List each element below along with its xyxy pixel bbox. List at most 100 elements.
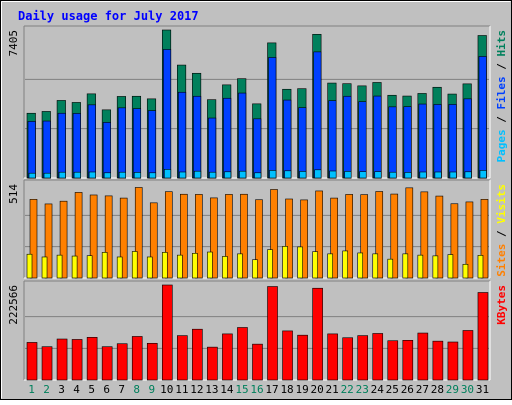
bar-files: [253, 118, 262, 179]
bar-pages: [179, 171, 187, 179]
day-label: 18: [280, 383, 293, 396]
day-label: 30: [461, 383, 474, 396]
bar-pages: [254, 172, 262, 179]
day-label: 10: [160, 383, 173, 396]
bar-sites: [375, 191, 384, 279]
bar-pages: [464, 171, 472, 179]
bar-files: [283, 99, 292, 179]
bar-pages: [299, 171, 307, 179]
bar-sites: [225, 194, 233, 279]
day-label: 23: [356, 383, 369, 396]
bar-sites: [435, 195, 444, 279]
bar-visits: [252, 259, 258, 279]
legend-separator: /: [495, 110, 508, 130]
bar-visits: [447, 254, 454, 279]
bar-visits: [177, 254, 183, 279]
bar-files: [27, 121, 36, 179]
bar-pages: [73, 171, 81, 179]
bar-kbytes: [161, 284, 173, 381]
bar-visits: [327, 253, 333, 279]
bar-kbytes: [432, 340, 444, 381]
bar-sites: [330, 197, 338, 279]
bar-pages: [194, 170, 202, 179]
bar-pages: [88, 171, 96, 179]
bar-kbytes: [116, 343, 128, 381]
bar-sites: [119, 197, 128, 279]
bar-files: [208, 117, 217, 179]
bar-pages: [209, 171, 217, 179]
bar-files: [343, 95, 352, 179]
day-label: 12: [190, 383, 203, 396]
bar-visits: [357, 252, 364, 279]
day-label: 17: [265, 383, 278, 396]
day-label: 31: [476, 383, 489, 396]
bar-files: [178, 91, 187, 179]
bar-visits: [342, 250, 348, 279]
bar-kbytes: [357, 335, 369, 381]
bar-sites: [104, 195, 113, 279]
bar-pages: [28, 172, 36, 179]
day-label: 28: [431, 383, 444, 396]
day-label: 8: [133, 383, 140, 396]
bar-visits: [267, 249, 273, 279]
bar-visits: [372, 253, 379, 279]
bar-files: [463, 98, 472, 179]
bar-pages: [148, 172, 157, 179]
bar-kbytes: [56, 338, 68, 381]
bar-pages: [359, 171, 367, 179]
bar-files: [478, 56, 487, 179]
bar-files: [132, 108, 142, 179]
bar-pages: [58, 171, 66, 179]
bar-kbytes: [282, 330, 293, 381]
bar-pages: [314, 169, 322, 179]
bar-visits: [432, 255, 439, 279]
bar-visits: [207, 251, 213, 279]
bar-visits: [116, 256, 123, 279]
day-label: 24: [371, 383, 385, 396]
bar-kbytes: [372, 333, 384, 381]
bar-files: [238, 92, 247, 179]
bar-visits: [41, 256, 48, 279]
bar-visits: [387, 258, 394, 279]
bar-kbytes: [342, 337, 353, 381]
peak-label-visits-sites: 514: [7, 184, 20, 204]
bar-sites: [89, 194, 98, 279]
bar-sites: [405, 187, 414, 279]
day-label: 26: [401, 383, 414, 396]
bar-kbytes: [101, 346, 113, 381]
day-label: 4: [73, 383, 80, 396]
bar-pages: [434, 171, 442, 179]
bar-visits: [282, 246, 288, 279]
bar-sites: [210, 197, 218, 279]
bar-visits: [131, 251, 138, 279]
bar-files: [358, 101, 367, 179]
day-label: 15: [235, 383, 248, 396]
bar-kbytes: [267, 286, 278, 381]
legend-item-hits: Hits: [495, 30, 508, 57]
day-label: 25: [386, 383, 399, 396]
bar-pages: [43, 172, 51, 179]
bar-files: [193, 95, 202, 179]
panel-kbytes: 222566 KBytes: [7, 280, 508, 381]
bar-pages: [374, 171, 382, 179]
bar-sites: [345, 194, 353, 279]
bar-kbytes: [41, 346, 53, 381]
bar-kbytes: [222, 333, 233, 381]
bar-visits: [192, 253, 198, 279]
bar-files: [298, 107, 307, 179]
bar-kbytes: [177, 335, 188, 381]
day-label: 27: [416, 383, 429, 396]
bar-kbytes: [477, 292, 489, 381]
day-label: 11: [175, 383, 188, 396]
bar-files: [162, 49, 172, 179]
bar-pages: [449, 171, 457, 179]
bar-kbytes: [71, 339, 83, 381]
bar-files: [87, 104, 96, 179]
bar-visits: [26, 253, 33, 279]
bar-visits: [462, 263, 469, 279]
day-label: 14: [220, 383, 234, 396]
bar-files: [418, 103, 427, 179]
bar-sites: [315, 190, 323, 279]
bar-visits: [71, 255, 78, 279]
